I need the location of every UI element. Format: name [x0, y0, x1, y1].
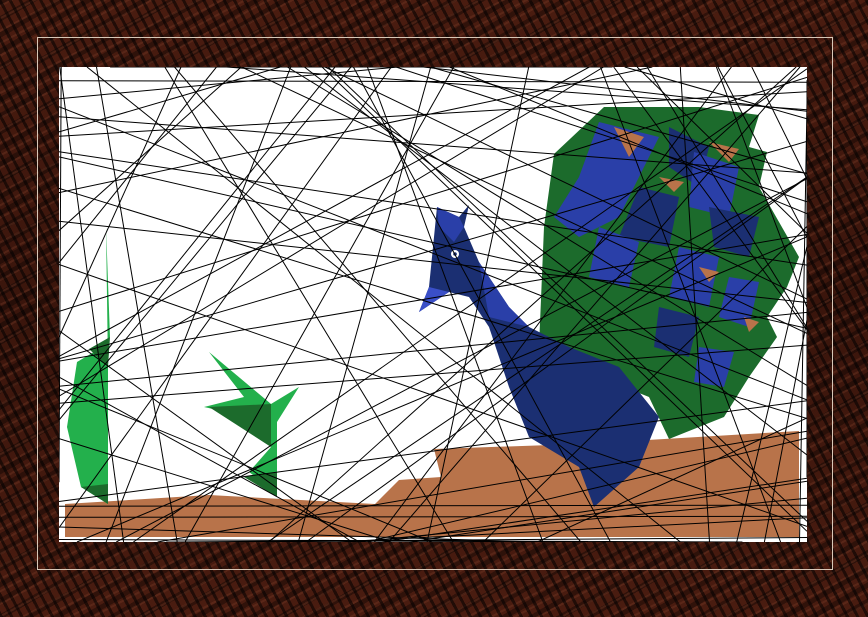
web-line [59, 116, 807, 174]
web-line [59, 264, 807, 527]
peacock-body [419, 205, 659, 507]
web-line [59, 344, 807, 404]
web-line [59, 156, 807, 329]
web-line [59, 376, 360, 542]
web-line [59, 515, 807, 518]
web-line [59, 330, 353, 542]
web-line [184, 67, 455, 542]
web-line [86, 67, 681, 542]
frame-inner-border [37, 37, 833, 570]
web-line [321, 67, 807, 532]
web-line [59, 80, 807, 83]
web-line [395, 67, 807, 203]
web-line [646, 67, 807, 329]
web-line [409, 480, 807, 542]
web-line [226, 67, 807, 111]
web-line [388, 67, 801, 542]
web-line [600, 67, 782, 542]
web-line [59, 67, 242, 231]
web-line [59, 67, 125, 542]
web-line [59, 67, 590, 357]
web-line [59, 67, 604, 397]
web-line [59, 140, 807, 360]
web-line [105, 67, 292, 542]
web-line [59, 106, 807, 401]
web-line [59, 67, 182, 338]
web-line [751, 67, 807, 180]
web-line [59, 67, 62, 483]
web-line [59, 67, 352, 421]
web-line [59, 91, 807, 137]
web-line [267, 176, 807, 542]
line-web [59, 67, 807, 542]
web-line [59, 67, 392, 528]
web-line [426, 67, 530, 542]
web-line [59, 438, 392, 542]
web-line [366, 437, 807, 542]
web-line [59, 187, 807, 419]
web-line [76, 236, 807, 542]
web-line [241, 67, 807, 334]
web-line [164, 67, 454, 542]
left-plant [67, 227, 110, 504]
web-line [304, 67, 807, 456]
web-line [157, 430, 807, 542]
web-line [59, 67, 217, 264]
web-line [59, 67, 653, 194]
web-line [59, 151, 807, 266]
web-line [59, 67, 336, 411]
web-line [536, 417, 807, 542]
web-line [763, 319, 807, 542]
web-line [174, 67, 582, 542]
web-line [59, 67, 281, 133]
web-line [324, 67, 807, 300]
web-line [381, 477, 807, 542]
web-line [59, 504, 807, 507]
web-line [59, 400, 807, 502]
web-line [449, 67, 807, 215]
web-line [305, 177, 807, 542]
peacock-mosaic-artwork [59, 67, 807, 542]
web-line [116, 178, 807, 542]
web-line [430, 67, 807, 175]
web-line [352, 67, 611, 542]
web-line [96, 67, 178, 542]
web-line [679, 67, 710, 542]
web-line [59, 311, 807, 387]
web-line [59, 234, 807, 362]
small-plant [204, 352, 299, 497]
web-line [297, 67, 432, 542]
web-line [174, 537, 807, 542]
web-line [133, 68, 807, 542]
web-line [336, 517, 807, 542]
web-line [624, 67, 807, 120]
web-line [736, 246, 807, 542]
web-line [482, 226, 807, 542]
web-line [717, 67, 807, 238]
web-line [613, 67, 807, 331]
web-line [59, 76, 807, 312]
web-line [423, 67, 807, 112]
web-line [59, 539, 743, 542]
web-line [59, 67, 399, 100]
